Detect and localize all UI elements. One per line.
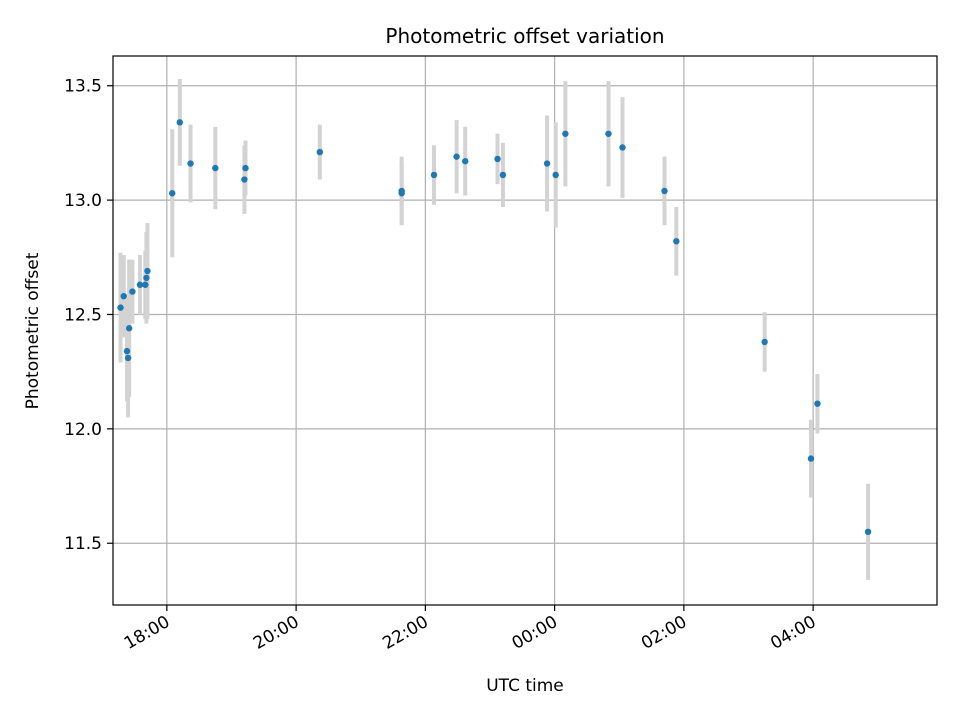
data-point: [212, 164, 219, 172]
plot-frame: [112, 55, 938, 606]
data-point: [761, 338, 768, 346]
data-point: [136, 281, 144, 288]
data-point: [242, 164, 249, 172]
data-point: [143, 274, 150, 282]
data-points: [117, 119, 872, 535]
chart-title: Photometric offset variation: [385, 24, 664, 48]
grid: [113, 56, 937, 605]
data-point: [169, 190, 176, 197]
data-point: [552, 171, 559, 179]
y-tick-label: 13.0: [64, 191, 102, 211]
y-tick-label: 12.5: [64, 305, 102, 325]
data-point: [142, 281, 149, 288]
data-point: [814, 400, 821, 407]
data-point: [605, 130, 612, 137]
data-point: [499, 171, 507, 179]
data-point: [398, 190, 405, 197]
data-point: [129, 288, 136, 295]
data-point: [187, 160, 194, 167]
data-point: [117, 304, 124, 311]
data-point: [543, 160, 551, 167]
y-axis-label: Photometric offset: [23, 252, 43, 409]
y-tick-label: 11.5: [64, 534, 102, 554]
data-point: [123, 347, 131, 355]
data-point: [124, 354, 132, 362]
data-point: [661, 187, 668, 195]
data-point: [807, 455, 815, 462]
data-point: [241, 176, 248, 183]
data-point: [494, 155, 501, 163]
data-point: [120, 292, 127, 300]
data-point: [673, 238, 680, 245]
y-axis-ticks: 11.5 12.0 12.5 13.0 13.5: [64, 77, 113, 554]
y-tick-label: 13.5: [64, 77, 102, 97]
data-point: [125, 325, 133, 332]
x-axis-label: UTC time: [486, 676, 564, 696]
data-point: [453, 153, 460, 160]
data-point: [430, 171, 438, 179]
data-point: [462, 158, 469, 165]
data-point: [619, 144, 626, 151]
data-point: [176, 119, 183, 126]
y-tick-label: 12.0: [64, 420, 102, 440]
data-point: [144, 267, 151, 275]
data-point: [316, 148, 324, 156]
data-point: [864, 528, 872, 535]
data-point: [562, 130, 569, 137]
